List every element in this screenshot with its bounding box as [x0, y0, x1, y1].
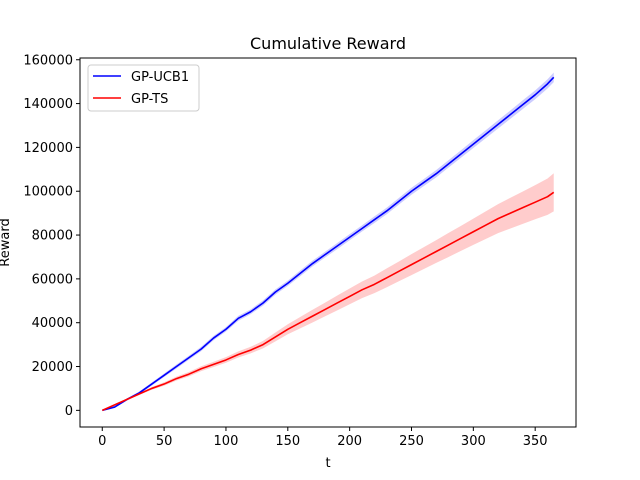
- x-axis-ticks: 0 50 100 150 200 250 300 350: [98, 427, 548, 449]
- x-tick-label: 350: [523, 434, 548, 449]
- x-tick-label: 50: [156, 434, 173, 449]
- axes-frame: [79, 57, 577, 428]
- x-tick-label: 250: [399, 434, 424, 449]
- y-tick-label: 20000: [32, 360, 73, 375]
- y-tick-label: 140000: [23, 97, 73, 112]
- y-tick-label: 120000: [23, 141, 73, 156]
- y-tick-label: 60000: [32, 272, 73, 287]
- y-axis-ticks: 0 20000 40000 60000 80000 100000 120000 140000 1…: [23, 53, 80, 419]
- y-tick-label: 0: [65, 404, 73, 419]
- legend-label-1: GP-TS: [131, 92, 168, 107]
- y-tick-label: 160000: [23, 53, 73, 68]
- x-axis-label: t: [325, 456, 330, 471]
- y-tick-label: 40000: [32, 316, 73, 331]
- series-line-0: [102, 76, 555, 412]
- y-tick-label: 100000: [23, 185, 73, 200]
- x-tick-label: 200: [337, 434, 362, 449]
- plot-area: [101, 72, 555, 412]
- x-tick-label: 100: [214, 434, 239, 449]
- x-tick-label: 0: [98, 434, 106, 449]
- legend: GP-UCB1 GP-TS: [87, 64, 200, 112]
- legend-label-0: GP-UCB1: [131, 70, 189, 85]
- series-line-1: [101, 191, 555, 412]
- chart-title: Cumulative Reward: [250, 34, 406, 53]
- y-axis-label: Reward: [0, 218, 13, 266]
- x-tick-label: 150: [275, 434, 300, 449]
- y-tick-label: 80000: [32, 229, 73, 244]
- x-tick-label: 300: [461, 434, 486, 449]
